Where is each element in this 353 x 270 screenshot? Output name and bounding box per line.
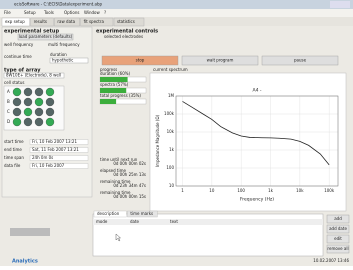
well[interactable]: [35, 88, 43, 96]
menu-item[interactable]: Setup: [24, 10, 36, 15]
label: current spectrum: [153, 67, 188, 72]
y-tick-label: 10k: [167, 129, 175, 134]
label: cell status: [4, 80, 24, 85]
well[interactable]: [46, 108, 54, 116]
time-value: Fri, 10 Feb 2007 13:21: [32, 139, 77, 144]
x-axis-label: Frequency (Hz): [240, 197, 274, 203]
tab-label: exp setup: [5, 19, 25, 24]
label: multi frequency: [48, 42, 80, 47]
menu-item[interactable]: ?: [104, 10, 106, 15]
control-button-label: pause: [294, 58, 307, 63]
timer-value: 0d 00h 25m 13s: [113, 172, 146, 177]
bar-fill: [100, 99, 116, 104]
bar-label: total progress (35%): [100, 93, 141, 98]
tab-label: fit spectra: [84, 19, 105, 24]
column-header: text: [170, 219, 178, 224]
well[interactable]: [24, 118, 32, 126]
brand: Analytics: [12, 259, 38, 265]
control-button-label: stop: [136, 58, 145, 63]
well[interactable]: [13, 118, 21, 126]
x-tick-label: 10: [209, 188, 215, 193]
menu-item[interactable]: File: [4, 10, 11, 15]
well[interactable]: [35, 98, 43, 106]
label: duration: [50, 52, 67, 57]
bar-label: spectra (57%): [100, 82, 129, 87]
y-axis-label: Impedance Magnitude (Ω): [155, 114, 160, 167]
timer-value: 0d 00h 00m 15s: [113, 194, 146, 199]
bar-label: duration (60%): [100, 71, 131, 76]
label: continue time: [4, 54, 32, 59]
menu-item[interactable]: Options: [64, 10, 79, 15]
well[interactable]: [13, 88, 21, 96]
y-tick-label: 100k: [164, 111, 175, 116]
log-button-label: edit: [334, 236, 342, 241]
chart-panel: [150, 73, 346, 211]
well[interactable]: [13, 98, 21, 106]
row-label: A: [7, 89, 10, 94]
column-header: date: [130, 219, 140, 224]
chart-title: A4 -: [253, 88, 262, 94]
well[interactable]: [13, 108, 21, 116]
time-value: Fri, 10 Feb 2007: [32, 163, 65, 168]
x-tick-label: 1k: [268, 188, 274, 193]
control-buttons: stop wait program pause: [102, 56, 338, 65]
well[interactable]: [24, 108, 32, 116]
well[interactable]: [46, 88, 54, 96]
row-label: D: [7, 119, 10, 124]
device-base: [10, 228, 50, 236]
well[interactable]: [24, 88, 32, 96]
time-value: 24h 0m 0s: [32, 155, 53, 160]
duration-value: hypothetic: [52, 58, 73, 63]
y-tick-label: 1M: [168, 93, 175, 98]
time-label: start time: [4, 139, 24, 144]
app-window: ecisSoftware - C:\ECIS\Data\experiment.a…: [0, 0, 353, 266]
label: selected electrodes: [104, 34, 143, 39]
x-tick-label: 10k: [296, 188, 304, 193]
well[interactable]: [46, 118, 54, 126]
column-header: mode: [96, 219, 108, 224]
log-button-label: add date: [329, 226, 347, 231]
window-title: ecisSoftware - C:\ECIS\Data\experiment.a…: [14, 2, 102, 7]
y-tick-label: 1k: [169, 147, 175, 152]
timer-value: 0d 23h 34m 47s: [113, 183, 146, 188]
label: well frequency: [4, 42, 34, 47]
well[interactable]: [35, 118, 43, 126]
footer-date: 10.02.2007 13:46: [313, 258, 349, 263]
log-header: [93, 219, 323, 225]
tab-label: statistics: [117, 19, 135, 24]
row-label: B: [7, 99, 10, 104]
time-label: end time: [4, 147, 22, 152]
menu-item[interactable]: Window: [84, 10, 101, 15]
well[interactable]: [35, 108, 43, 116]
x-tick-label: 100k: [324, 188, 335, 193]
well[interactable]: [46, 98, 54, 106]
tab-label: raw data: [57, 19, 75, 24]
time-label: time span: [4, 155, 24, 160]
log-button-label: remove all: [327, 246, 348, 251]
window-buttons[interactable]: [330, 1, 350, 8]
timer-value: 0d 00h 00m 02s: [113, 161, 146, 166]
log-tab-label: description: [97, 211, 120, 216]
log-button-label: add: [334, 216, 342, 221]
row-label: C: [7, 109, 10, 114]
y-tick-label: 100: [166, 165, 174, 170]
control-button-label: wait program: [207, 58, 234, 63]
array-value: 8W10E+ (Electrode), 8 well: [6, 73, 61, 78]
log-tab-label: time marks: [130, 211, 153, 216]
x-tick-label: 100: [237, 188, 245, 193]
y-tick-label: 10: [169, 183, 175, 188]
time-label: data file: [4, 163, 21, 168]
well[interactable]: [24, 98, 32, 106]
menu-item[interactable]: Tools: [43, 10, 54, 15]
tab-label: results: [34, 19, 47, 24]
page: ecisSoftware - C:\ECIS\Data\experiment.a…: [0, 0, 353, 266]
load-button-label: load parameters (defaults): [19, 34, 73, 39]
time-value: Sat, 11 Feb 2007 13:21: [32, 147, 79, 152]
